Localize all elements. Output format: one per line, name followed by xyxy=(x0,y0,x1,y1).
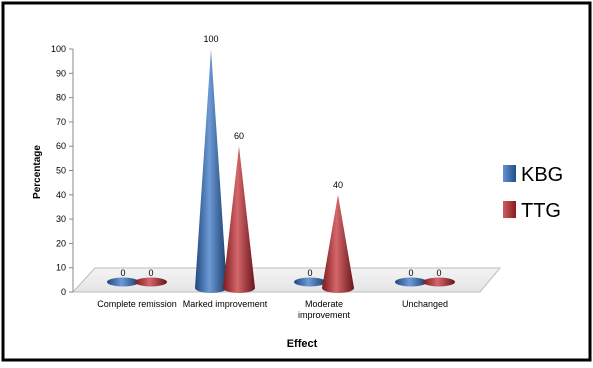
legend-label-kbg: KBG xyxy=(521,164,563,186)
data-label: 0 xyxy=(408,268,413,278)
y-tick-label: 50 xyxy=(56,166,66,176)
y-tick-label: 100 xyxy=(51,44,66,54)
y-tick-label: 60 xyxy=(56,141,66,151)
x-tick-label: Unchanged xyxy=(402,299,448,309)
flat-marker-kbg-2 xyxy=(294,277,326,287)
x-tick-label: Complete remission xyxy=(97,299,177,309)
data-label: 0 xyxy=(148,268,153,278)
data-label: 0 xyxy=(120,268,125,278)
cone-kbg-1 xyxy=(195,49,227,293)
x-axis-title: Effect xyxy=(287,338,318,350)
x-tick-label: Marked improvement xyxy=(183,299,268,309)
legend-swatch-ttg xyxy=(503,201,516,218)
y-tick-label: 0 xyxy=(61,287,66,297)
y-tick-label: 70 xyxy=(56,117,66,127)
legend-swatch-kbg xyxy=(503,165,516,182)
y-axis-title: Percentage xyxy=(32,145,43,199)
flat-marker-kbg-0 xyxy=(107,277,139,287)
x-tick-label: improvement xyxy=(298,310,351,320)
legend: KBG TTG xyxy=(503,164,563,222)
data-label: 60 xyxy=(234,131,244,141)
flat-marker-kbg-3 xyxy=(395,277,427,287)
y-tick-label: 80 xyxy=(56,93,66,103)
x-tick-label: Moderate xyxy=(305,299,343,309)
y-tick-label: 20 xyxy=(56,238,66,248)
legend-label-ttg: TTG xyxy=(521,200,561,222)
chart-border xyxy=(1,1,592,362)
data-label: 0 xyxy=(307,268,312,278)
flat-marker-ttg-3 xyxy=(423,277,455,287)
cone-ttg-2 xyxy=(322,194,354,293)
data-label: 40 xyxy=(333,180,343,190)
y-tick-label: 10 xyxy=(56,263,66,273)
data-label: 100 xyxy=(203,34,218,44)
y-tick-label: 90 xyxy=(56,68,66,78)
y-tick-label: 30 xyxy=(56,214,66,224)
y-tick-label: 40 xyxy=(56,190,66,200)
data-label: 0 xyxy=(436,268,441,278)
cone-ttg-1 xyxy=(223,146,255,293)
flat-marker-ttg-0 xyxy=(135,277,167,287)
